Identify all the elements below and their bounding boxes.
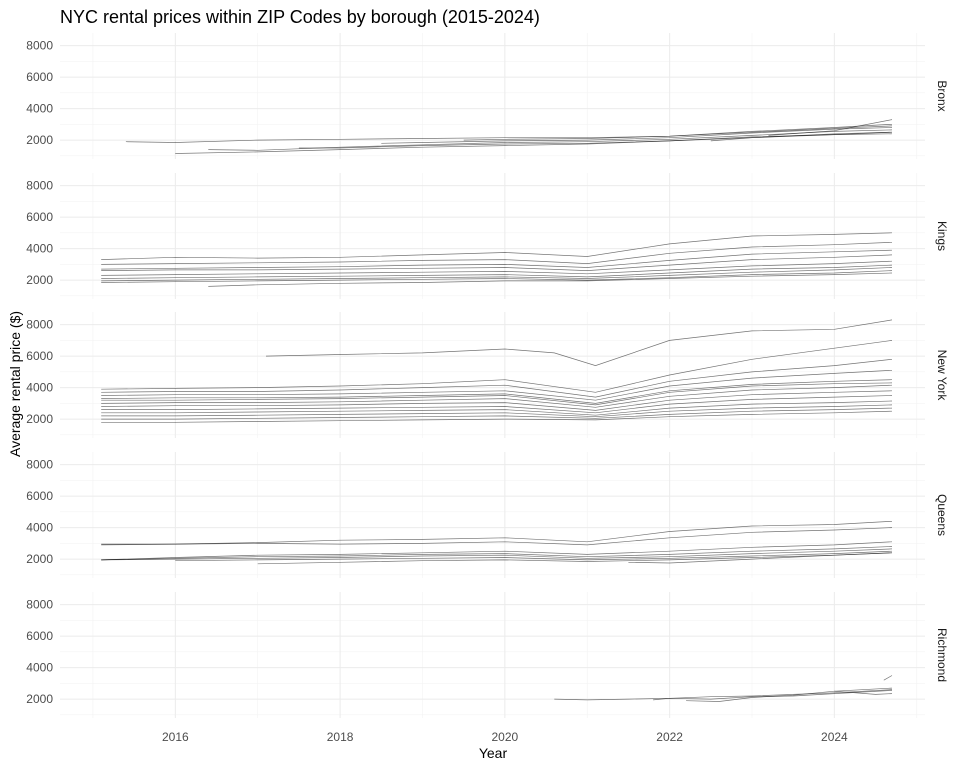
x-tick-label: 2024	[821, 730, 848, 744]
facet-strip-label: Bronx	[935, 80, 949, 111]
series-line	[208, 272, 893, 287]
series-line	[101, 382, 893, 406]
series-line	[628, 552, 893, 564]
series-line	[710, 131, 893, 142]
y-tick-label: 4000	[26, 102, 53, 116]
series-line	[101, 264, 893, 279]
series-line	[101, 410, 893, 423]
facet-strip-label: Richmond	[935, 628, 949, 682]
series-line	[101, 384, 893, 408]
y-tick-label: 4000	[26, 661, 53, 675]
y-tick-label: 2000	[26, 552, 53, 566]
y-axis-title: Average rental price ($)	[7, 311, 23, 457]
y-tick-label: 2000	[26, 133, 53, 147]
y-tick-label: 4000	[26, 381, 53, 395]
series-line	[101, 548, 893, 561]
y-tick-label: 6000	[26, 349, 53, 363]
series-line	[653, 690, 893, 701]
series-line	[101, 260, 893, 276]
y-tick-label: 6000	[26, 210, 53, 224]
series-line	[101, 267, 893, 282]
series-line	[101, 270, 893, 283]
series-line	[101, 546, 893, 561]
x-tick-label: 2016	[162, 730, 189, 744]
y-tick-label: 6000	[26, 489, 53, 503]
series-line	[101, 358, 893, 398]
panel-kings: 2000 4000 6000 8000 Kings	[26, 173, 949, 299]
series-line	[834, 690, 893, 695]
series-line	[768, 119, 893, 136]
y-tick-label: 2000	[26, 692, 53, 706]
series-line	[101, 340, 893, 393]
y-tick-label: 4000	[26, 242, 53, 256]
y-tick-label: 4000	[26, 521, 53, 535]
series-line	[175, 131, 893, 154]
series-line	[101, 232, 893, 260]
y-tick-label: 2000	[26, 412, 53, 426]
y-tick-label: 8000	[26, 458, 53, 472]
y-tick-label: 8000	[26, 318, 53, 332]
series-line	[101, 541, 893, 561]
x-tick-label: 2018	[327, 730, 354, 744]
series-line	[101, 407, 893, 420]
series-line	[101, 395, 893, 414]
series-line	[463, 123, 893, 141]
x-axis-title: Year	[479, 745, 508, 761]
series-line	[101, 404, 893, 418]
series-line	[101, 241, 893, 265]
panel-new-york: 2000 4000 6000 8000 New York	[26, 312, 949, 438]
y-tick-label: 8000	[26, 179, 53, 193]
series-line	[101, 249, 893, 270]
series-line	[125, 125, 893, 143]
y-tick-label: 8000	[26, 598, 53, 612]
series-line	[686, 687, 893, 702]
y-tick-label: 6000	[26, 629, 53, 643]
series-line	[381, 127, 893, 144]
facet-strip-label: Queens	[935, 494, 949, 536]
series-line	[101, 400, 893, 416]
series-line	[101, 254, 893, 271]
series-line	[554, 689, 893, 701]
y-tick-label: 8000	[26, 39, 53, 53]
series-line	[101, 520, 893, 545]
facet-strip-label: New York	[935, 350, 949, 402]
y-tick-label: 2000	[26, 273, 53, 287]
series-line	[265, 319, 893, 366]
panel-richmond: 2000 4000 6000 8000 Richmond	[26, 592, 949, 718]
facet-strip-label: Kings	[935, 221, 949, 251]
x-tick-label: 2022	[656, 730, 683, 744]
series-line	[883, 675, 893, 681]
series-line	[257, 552, 893, 565]
chart-title: NYC rental prices within ZIP Codes by bo…	[60, 7, 540, 27]
series-line	[101, 390, 893, 411]
series-line	[101, 379, 893, 404]
chart-panels: 2000 4000 6000 8000 Bronx 2000 4000 6000 8000 Kin…	[26, 33, 949, 744]
panel-queens: 2000 4000 6000 8000 Queens	[26, 452, 949, 578]
series-line	[101, 527, 893, 546]
series-line	[175, 550, 893, 562]
x-tick-label: 2020	[492, 730, 519, 744]
panel-bronx: 2000 4000 6000 8000 Bronx	[26, 33, 949, 159]
y-tick-label: 6000	[26, 70, 53, 84]
series-line	[101, 369, 893, 401]
